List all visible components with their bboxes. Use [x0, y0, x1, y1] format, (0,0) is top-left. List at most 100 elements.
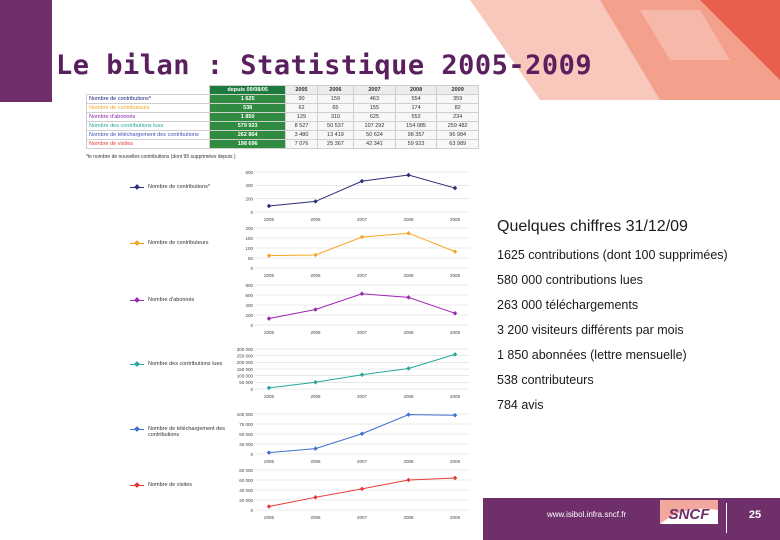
line-chart: 80 000 60 000 40 000 20 000 0 2005 2006 2007 200… — [239, 468, 469, 520]
y-tick-label: 0 — [250, 508, 253, 513]
y-tick-label: 600 — [245, 293, 253, 298]
x-tick-label: 2008 — [403, 273, 414, 278]
cell-year-value: 13 419 — [316, 130, 355, 140]
x-tick-label: 2009 — [450, 273, 461, 278]
row-label: Nombre de contributions* — [86, 94, 210, 104]
summary-item: 263 000 téléchargements — [497, 298, 639, 312]
data-point — [359, 486, 365, 492]
data-point — [452, 412, 458, 418]
x-tick-label: 2008 — [403, 459, 414, 464]
x-tick-label: 2007 — [357, 273, 368, 278]
row-label: Nombre des contributions lues — [86, 121, 210, 131]
data-point — [313, 379, 318, 385]
y-tick-label: 100 000 — [237, 373, 254, 378]
x-tick-label: 2005 — [264, 459, 275, 464]
table-row: Nombre de visites 198 696 7 076 25 367 42 34… — [86, 139, 479, 149]
x-tick-label: 2005 — [264, 515, 275, 520]
chart-panel: Nombre de téléchargement des contributio… — [86, 412, 482, 472]
stats-table: depuis 09/08/05 2005 2006 2007 2008 2009… — [86, 85, 479, 149]
y-tick-label: 50 000 — [239, 432, 253, 437]
x-tick-label: 2006 — [310, 394, 321, 399]
summary-item: 580 000 contributions lues — [497, 273, 643, 287]
x-tick-label: 2005 — [264, 330, 275, 335]
cell-total: 262 864 — [208, 130, 287, 140]
data-point — [313, 307, 318, 312]
x-tick-label: 2007 — [357, 217, 368, 222]
cell-year-value: 65 — [316, 103, 355, 113]
table-row: Nombre de contributeurs 538 62 65 155 174 82 — [86, 103, 479, 113]
chart-panel: Nombre des contributions lues 300 000 250 … — [86, 347, 482, 407]
y-tick-label: 0 — [250, 266, 253, 271]
y-tick-label: 150 000 — [237, 367, 254, 372]
data-point — [313, 252, 318, 258]
legend-label: Nombre des contributions lues — [148, 361, 223, 367]
data-point — [266, 316, 272, 321]
brand-accent-bar — [0, 0, 52, 102]
x-tick-label: 2009 — [450, 217, 461, 222]
cell-year-value: 552 — [394, 112, 438, 122]
x-tick-label: 2006 — [310, 459, 321, 464]
data-point — [359, 431, 365, 437]
table-header-cell — [86, 85, 210, 95]
legend-marker — [134, 240, 140, 246]
footer-url[interactable]: www.isibol.infra.sncf.fr — [547, 510, 627, 519]
y-tick-label: 200 — [245, 313, 253, 318]
legend-label: Nombre de contributeurs — [148, 240, 209, 246]
x-tick-label: 2006 — [310, 515, 321, 520]
y-tick-label: 40 000 — [239, 488, 253, 493]
data-point — [359, 372, 365, 377]
y-tick-label: 150 — [245, 236, 253, 241]
header-decoration — [0, 0, 780, 100]
x-tick-label: 2008 — [403, 394, 414, 399]
cell-year-value: 63 989 — [436, 139, 479, 149]
x-tick-label: 2005 — [264, 217, 275, 222]
summary-item: 784 avis — [497, 398, 544, 412]
y-tick-label: 50 — [248, 256, 254, 261]
data-point — [313, 495, 318, 500]
y-tick-label: 0 — [250, 387, 253, 392]
summary-item: 1625 contributions (dont 100 supprimées) — [497, 248, 728, 262]
cell-year-value: 310 — [316, 112, 355, 122]
x-tick-label: 2008 — [403, 515, 414, 520]
cell-year-value: 234 — [436, 112, 479, 122]
chart-panel: Nombre de contributions* 600 400 200 0 2005 20… — [86, 170, 482, 230]
y-tick-label: 0 — [250, 323, 253, 328]
x-tick-label: 2005 — [264, 273, 275, 278]
x-tick-label: 2006 — [310, 330, 321, 335]
chart-panel: Nombre d'abonnés 800 600 400 200 0 2005 2006 200… — [86, 283, 482, 343]
data-point — [266, 385, 272, 391]
summary-heading: Quelques chiffres 31/12/09 — [497, 218, 688, 235]
y-tick-label: 75 000 — [239, 422, 253, 427]
summary-item: 538 contributeurs — [497, 373, 594, 387]
y-tick-label: 80 000 — [239, 468, 253, 473]
table-row: Nombre de téléchargement des contributio… — [86, 130, 479, 140]
data-point — [452, 475, 458, 481]
y-tick-label: 400 — [245, 303, 253, 308]
legend-label: Nombre de visites — [148, 482, 193, 488]
line-chart: 600 400 200 0 2005 2006 2007 2008 2009 — [245, 170, 469, 222]
cell-year-value: 50 624 — [353, 130, 396, 140]
table-header-cell: 2007 — [353, 85, 396, 95]
cell-year-value: 174 — [394, 103, 438, 113]
footer-bar — [483, 498, 780, 540]
row-label: Nombre d'abonnés — [86, 112, 210, 122]
data-point — [406, 366, 411, 371]
data-point — [452, 249, 458, 254]
table-header-row: depuis 09/08/05 2005 2006 2007 2008 2009 — [86, 85, 479, 95]
cell-year-value: 7 076 — [285, 139, 318, 149]
legend-marker — [134, 426, 140, 432]
y-tick-label: 60 000 — [239, 478, 253, 483]
legend-label: Nombre d'abonnés — [148, 297, 195, 303]
cell-year-value: 155 — [353, 103, 396, 113]
y-tick-label: 20 000 — [239, 498, 253, 503]
x-tick-label: 2006 — [310, 273, 321, 278]
x-tick-label: 2006 — [310, 217, 321, 222]
cell-year-value: 463 — [353, 94, 396, 104]
x-tick-label: 2007 — [357, 394, 368, 399]
table-row: Nombre d'abonnés 1 850 129 310 625 552 234 — [86, 112, 479, 122]
cell-year-value: 359 — [436, 94, 479, 104]
table-header-cell: depuis 09/08/05 — [208, 85, 287, 95]
x-tick-label: 2009 — [450, 394, 461, 399]
data-point — [359, 234, 365, 240]
table-header-cell: 2006 — [316, 85, 355, 95]
